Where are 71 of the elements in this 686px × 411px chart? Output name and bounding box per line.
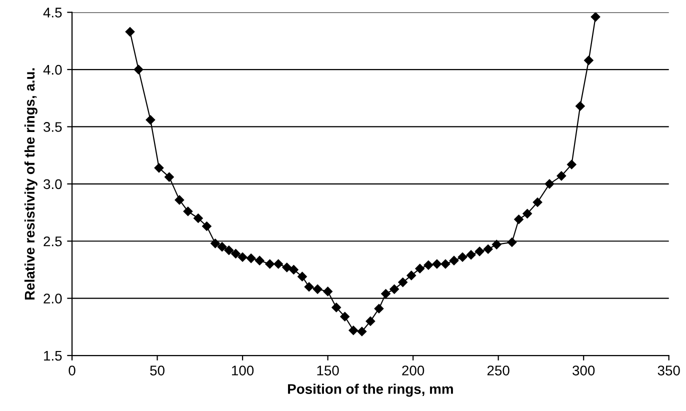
point: [154, 163, 164, 173]
y-tick-label: 3.5: [44, 122, 62, 132]
point: [231, 249, 240, 258]
point: [312, 284, 322, 294]
point: [514, 214, 524, 224]
x-tick-label: 150: [317, 366, 339, 376]
point: [458, 252, 468, 262]
x-tick-label: 350: [658, 366, 680, 376]
x-axis-title: Position of the rings, mm: [288, 384, 453, 397]
point: [254, 256, 264, 266]
y-tick-label: 2.5: [44, 236, 62, 246]
point: [406, 270, 416, 280]
y-tick-label: 2.0: [44, 294, 62, 304]
point: [507, 238, 517, 247]
point: [398, 278, 408, 287]
point: [194, 214, 203, 223]
point: [274, 259, 283, 269]
x-tick-label: 100: [232, 366, 254, 376]
point: [210, 238, 220, 248]
y-tick-label: 4.0: [43, 64, 62, 75]
point: [474, 246, 484, 256]
point: [440, 259, 450, 269]
y-tick-label: 4.5: [43, 8, 62, 18]
point: [340, 312, 350, 322]
point: [246, 254, 256, 263]
point: [332, 302, 341, 312]
point: [282, 262, 292, 272]
y-tick-label: 3.0: [44, 179, 62, 190]
point: [432, 259, 442, 269]
point: [174, 195, 184, 205]
point: [357, 326, 367, 336]
x-tick-label: 0: [68, 366, 76, 376]
point: [466, 250, 476, 260]
point: [492, 240, 502, 250]
point: [449, 256, 459, 266]
x-tick-label: 50: [150, 366, 164, 376]
point: [532, 198, 542, 207]
point: [289, 265, 298, 274]
y-axis-title: Relative resistivity of the rings, a.u.: [24, 68, 38, 300]
point: [164, 172, 174, 182]
point: [304, 282, 314, 292]
y-tick-label: 1.5: [44, 350, 62, 361]
point: [202, 222, 212, 231]
point: [381, 289, 390, 298]
point: [323, 286, 332, 296]
point: [390, 284, 399, 294]
point: [567, 160, 576, 170]
point: [576, 102, 585, 111]
point: [238, 252, 248, 262]
point: [415, 264, 425, 274]
point: [424, 260, 434, 270]
x-tick-label: 250: [487, 366, 510, 376]
point: [125, 27, 135, 36]
x-tick-label: 200: [402, 366, 424, 376]
point: [134, 64, 144, 74]
point: [224, 246, 234, 255]
point: [590, 12, 600, 22]
point: [146, 115, 156, 124]
point: [366, 316, 376, 326]
point: [544, 179, 554, 189]
point: [183, 206, 193, 216]
point: [265, 259, 274, 269]
point: [298, 272, 307, 282]
x-tick-label: 300: [572, 366, 595, 376]
point: [217, 242, 227, 252]
point: [556, 171, 566, 181]
point: [584, 56, 594, 65]
point: [483, 244, 493, 254]
point: [348, 326, 358, 335]
point: [374, 304, 384, 314]
point: [522, 209, 532, 218]
